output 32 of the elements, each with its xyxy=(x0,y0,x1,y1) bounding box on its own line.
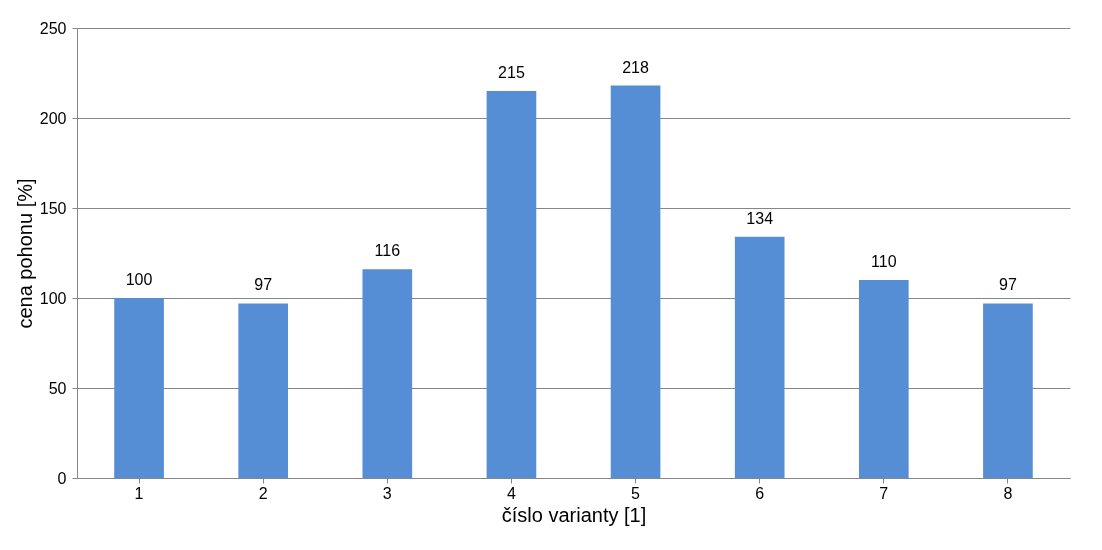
bar xyxy=(734,236,785,478)
y-tick-label: 100 xyxy=(39,289,67,307)
bar xyxy=(486,91,537,478)
bar xyxy=(238,303,289,478)
bar xyxy=(983,303,1033,478)
x-tick-label: 4 xyxy=(506,484,516,502)
data-label: 97 xyxy=(254,276,273,294)
x-tick-label: 2 xyxy=(258,484,268,502)
x-tick-label: 8 xyxy=(1003,484,1013,502)
x-tick-label: 7 xyxy=(879,484,889,502)
x-tick-label: 6 xyxy=(755,484,765,502)
data-label: 110 xyxy=(871,253,897,270)
y-tick-label: 50 xyxy=(48,379,67,397)
data-label: 218 xyxy=(622,58,650,76)
data-label: 134 xyxy=(746,209,774,227)
y-tick-label: 0 xyxy=(57,469,67,487)
y-tick-label: 250 xyxy=(39,19,67,37)
y-tick-label: 150 xyxy=(39,199,67,217)
x-axis-title: číslo varianty [1] xyxy=(501,503,647,526)
x-tick-label: 5 xyxy=(631,484,641,502)
bar xyxy=(610,85,661,478)
data-label: 100 xyxy=(125,271,153,288)
y-axis-title: cena pohonu [%] xyxy=(13,178,36,329)
data-label: 116 xyxy=(374,242,401,260)
x-tick-label: 1 xyxy=(134,484,144,502)
bar xyxy=(362,269,413,478)
data-label: 215 xyxy=(498,64,525,81)
bar xyxy=(858,280,909,478)
y-tick-label: 200 xyxy=(39,109,67,127)
x-tick-label: 3 xyxy=(382,484,392,502)
bar xyxy=(114,298,164,478)
data-label: 97 xyxy=(999,276,1017,294)
